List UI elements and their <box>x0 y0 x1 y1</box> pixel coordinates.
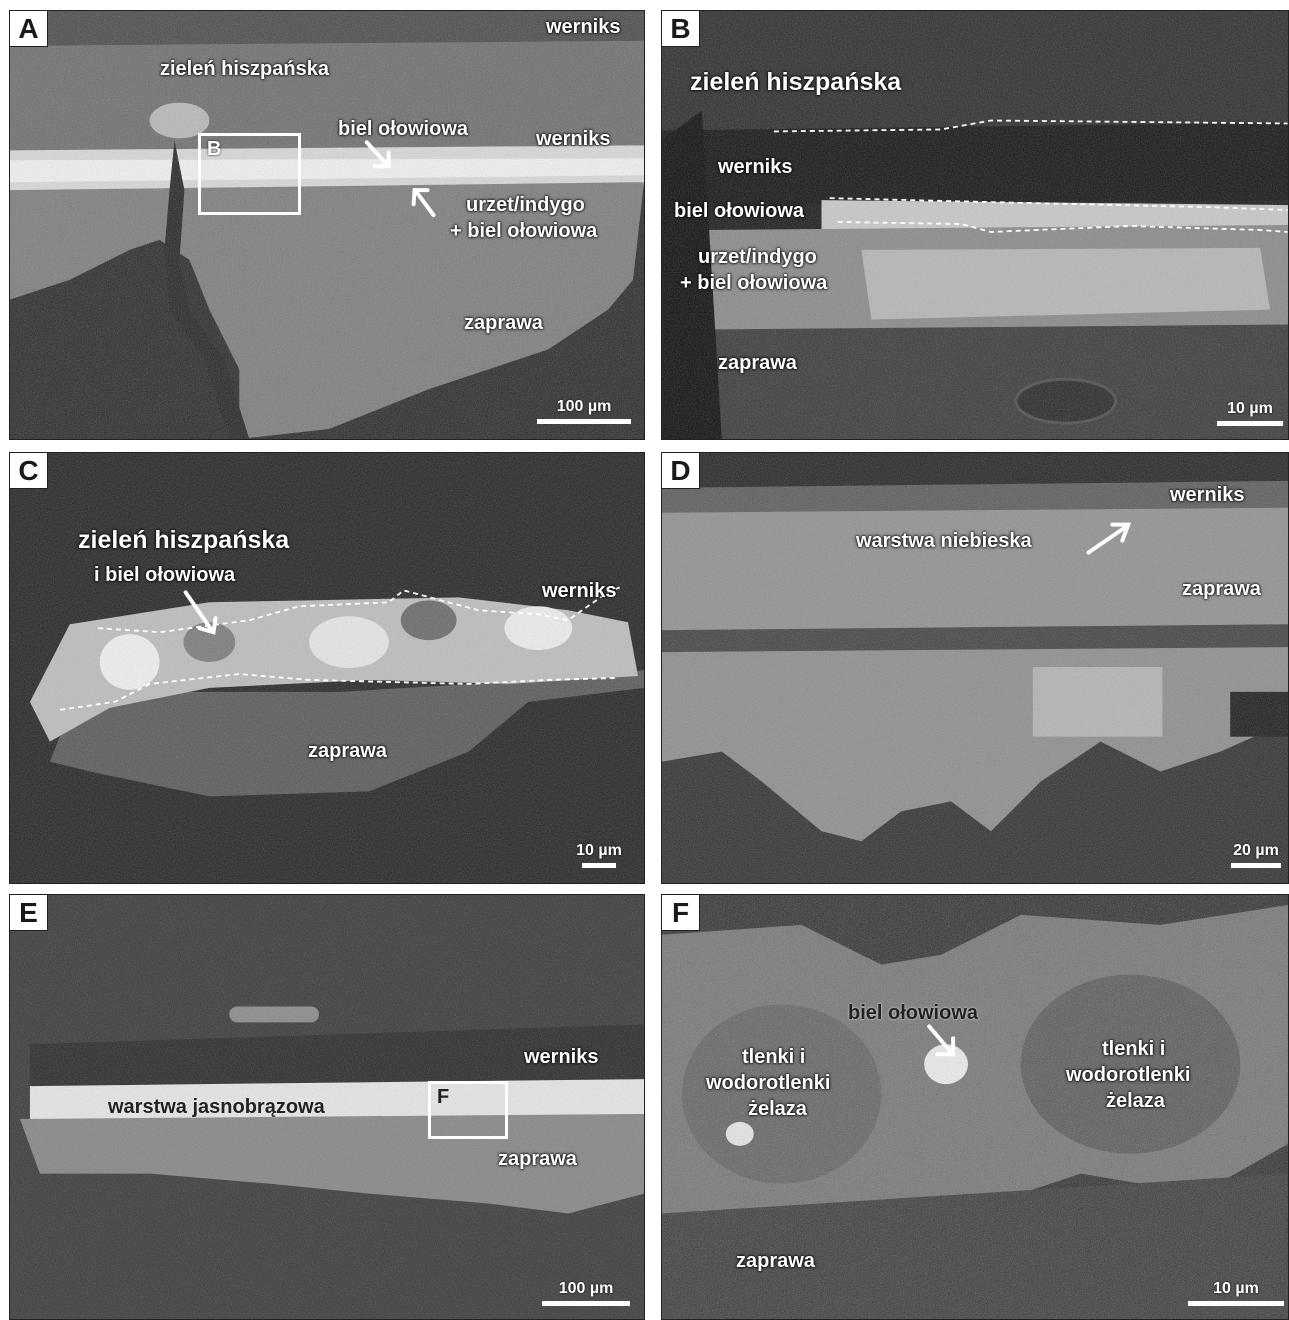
scale-bar-label: 10 µm <box>576 842 622 859</box>
micrograph-f <box>662 895 1288 1319</box>
inset-box-b: B <box>198 133 301 215</box>
label-zielen-hiszpanska: zieleń hiszpańska <box>160 58 329 80</box>
scale-bar-label: 10 µm <box>1213 1280 1259 1297</box>
scale-bar-d: 20 µm <box>1226 843 1286 868</box>
label-tlenki-right-3: żelaza <box>1106 1090 1165 1112</box>
inset-box-label-b: B <box>207 138 222 160</box>
label-tlenki-left-1: tlenki i <box>742 1046 806 1068</box>
panel-label-d: D <box>662 453 700 489</box>
label-biel-olowiowa: biel ołowiowa <box>338 118 469 140</box>
scale-bar-label: 20 µm <box>1233 842 1279 859</box>
label-werniks: werniks <box>542 580 617 602</box>
label-biel-olowiowa: biel ołowiowa <box>674 200 805 222</box>
label-zielen-hiszpanska: zieleń hiszpańska <box>78 526 290 554</box>
label-werniks: werniks <box>536 128 611 150</box>
label-biel-olowiowa: biel ołowiowa <box>848 1002 979 1024</box>
scale-bar-line <box>1188 1301 1284 1306</box>
scale-bar-line <box>1231 863 1281 868</box>
inset-box-f: F <box>428 1081 508 1139</box>
scale-bar-label: 100 µm <box>556 398 612 415</box>
scale-bar-label: 10 µm <box>1227 400 1273 417</box>
scale-bar-a: 100 µm <box>536 399 632 424</box>
panel-label-a: A <box>10 11 48 47</box>
label-tlenki-left-3: żelaza <box>748 1098 807 1120</box>
label-i-biel-olowiowa: i biel ołowiowa <box>94 564 236 586</box>
panel-b: B zieleń hiszpańska werniks biel ołowiow… <box>661 10 1289 440</box>
label-werniks: werniks <box>524 1046 599 1068</box>
label-urzet-indygo: urzet/indygo <box>698 246 817 268</box>
label-urzet-indygo: urzet/indygo <box>466 194 585 216</box>
scale-bar-line <box>1217 421 1283 426</box>
label-tlenki-right-1: tlenki i <box>1102 1038 1166 1060</box>
panel-label-f: F <box>662 895 700 931</box>
scale-bar-f: 10 µm <box>1186 1281 1286 1306</box>
label-zaprawa: zaprawa <box>736 1250 815 1272</box>
label-plus-biel-olowiowa: + biel ołowiowa <box>450 220 598 242</box>
label-zaprawa: zaprawa <box>464 312 543 334</box>
panel-f: F biel ołowiowa tlenki i wodorotlenki że… <box>661 894 1289 1320</box>
label-werniks: werniks <box>718 156 793 178</box>
scale-bar-c: 10 µm <box>566 843 632 868</box>
panel-label-c: C <box>10 453 48 489</box>
micrograph-d <box>662 453 1288 883</box>
label-warstwa-jasnobrazowa: warstwa jasnobrązowa <box>108 1096 325 1118</box>
label-zaprawa: zaprawa <box>718 352 797 374</box>
label-tlenki-left-2: wodorotlenki <box>706 1072 831 1094</box>
label-werniks-top: werniks <box>546 16 621 38</box>
scale-bar-label: 100 µm <box>558 1280 614 1297</box>
label-zaprawa: zaprawa <box>498 1148 577 1170</box>
scale-bar-e: 100 µm <box>540 1281 632 1306</box>
panel-c: C zieleń hiszpańska i biel ołowiowa wern… <box>9 452 645 884</box>
label-plus-biel-olowiowa: + biel ołowiowa <box>680 272 828 294</box>
scale-bar-line <box>537 419 631 424</box>
inset-box-label-f: F <box>437 1086 450 1108</box>
micrograph-a <box>10 11 644 439</box>
panel-label-b: B <box>662 11 700 47</box>
micrograph-c <box>10 453 644 883</box>
label-tlenki-right-2: wodorotlenki <box>1066 1064 1191 1086</box>
panel-a: A werniks zieleń hiszpańska biel ołowiow… <box>9 10 645 440</box>
label-zaprawa: zaprawa <box>1182 578 1261 600</box>
panel-d: D werniks warstwa niebieska zaprawa 20 µ… <box>661 452 1289 884</box>
scale-bar-line <box>542 1301 630 1306</box>
label-zielen-hiszpanska: zieleń hiszpańska <box>690 68 902 96</box>
panel-label-e: E <box>10 895 48 931</box>
scale-bar-line <box>582 863 616 868</box>
scale-bar-b: 10 µm <box>1214 401 1286 426</box>
micrograph-e <box>10 895 644 1319</box>
label-warstwa-niebieska: warstwa niebieska <box>856 530 1032 552</box>
label-zaprawa: zaprawa <box>308 740 387 762</box>
panel-e: E werniks warstwa jasnobrązowa zaprawa F… <box>9 894 645 1320</box>
label-werniks: werniks <box>1170 484 1245 506</box>
